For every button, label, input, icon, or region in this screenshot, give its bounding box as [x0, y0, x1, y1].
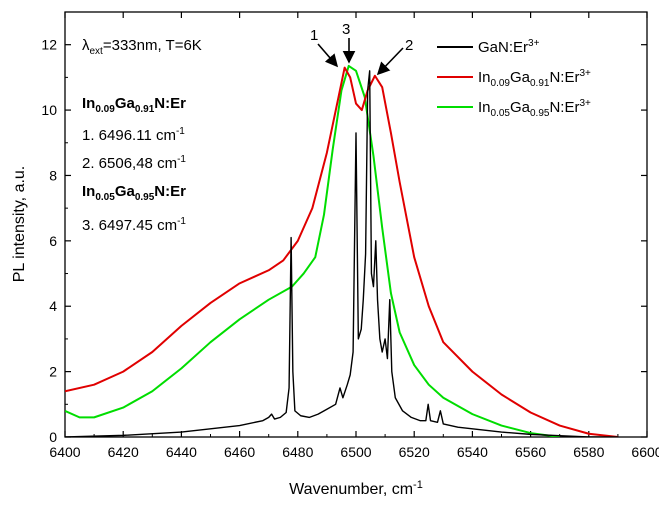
y-tick-label: 12: [41, 37, 57, 53]
y-tick-label: 10: [41, 102, 57, 118]
x-axis-ticks: 6400 6420 6440 6460 6480 6500 6520 6540 6560 6580…: [49, 12, 659, 460]
x-tick-label: 6480: [282, 444, 313, 460]
series-line-in005: [65, 64, 560, 437]
y-tick-label: 0: [49, 429, 57, 445]
sample2-heading: In0.05Ga0.95N:Er: [82, 183, 186, 203]
arrow-2: [376, 47, 404, 76]
y-tick-label: 8: [49, 167, 57, 183]
legend-label-in009: In0.09Ga0.91N:Er3+: [478, 68, 591, 89]
series-layer: [65, 64, 619, 437]
legend-item-in009: In0.09Ga0.91N:Er3+: [437, 68, 591, 89]
y-tick-label: 2: [49, 364, 57, 380]
x-tick-label: 6600: [631, 444, 659, 460]
arrow-label-1: 1: [310, 27, 318, 44]
x-tick-label: 6400: [49, 444, 80, 460]
y-axis-ticks: 0 2 4 6 8 10 12: [41, 37, 647, 445]
y-axis-label: PL intensity, a.u.: [11, 166, 28, 283]
y-tick-label: 6: [49, 233, 57, 249]
arrow-label-2: 2: [405, 37, 413, 54]
x-tick-label: 6560: [515, 444, 546, 460]
series-line-gan: [65, 70, 618, 437]
x-axis-label: Wavenumber, cm-1: [289, 479, 423, 498]
legend-label-in005: In0.05Ga0.95N:Er3+: [478, 98, 591, 119]
peak3-annotation: 3. 6497.45 cm-1: [82, 216, 186, 234]
series-line-in009: [65, 66, 619, 437]
x-tick-label: 6420: [108, 444, 139, 460]
y-tick-label: 4: [49, 298, 57, 314]
x-tick-label: 6520: [399, 444, 430, 460]
legend-item-in005: In0.05Ga0.95N:Er3+: [437, 98, 591, 119]
x-tick-label: 6460: [224, 444, 255, 460]
arrow-label-3: 3: [342, 21, 350, 38]
peak2-annotation: 2. 6506,48 cm-1: [82, 154, 186, 172]
condition-annotation: λext=333nm, T=6K: [82, 37, 202, 57]
x-tick-label: 6500: [340, 444, 371, 460]
peak1-annotation: 1. 6496.11 cm-1: [82, 126, 185, 144]
legend-label-gan: GaN:Er3+: [478, 38, 540, 56]
legend: GaN:Er3+ In0.09Ga0.91N:Er3+ In0.05Ga0.95…: [437, 38, 591, 119]
peak-arrows: 1 3 2: [310, 21, 413, 76]
x-tick-label: 6440: [166, 444, 197, 460]
arrow-1: [317, 43, 339, 68]
x-tick-label: 6540: [457, 444, 488, 460]
sample1-heading: In0.09Ga0.91N:Er: [82, 95, 186, 115]
legend-item-gan: GaN:Er3+: [437, 38, 540, 56]
x-tick-label: 6580: [573, 444, 604, 460]
